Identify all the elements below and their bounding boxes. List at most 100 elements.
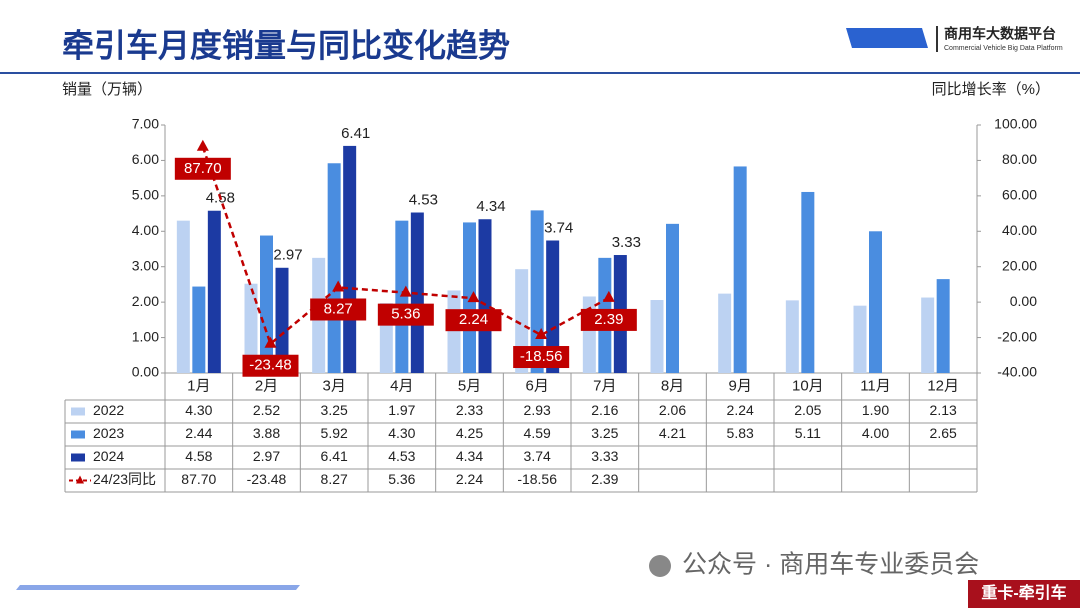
- legend-swatch: [76, 475, 84, 484]
- table-cell: 2.39: [591, 471, 618, 487]
- bar: [395, 220, 409, 373]
- footer-account: 公众号 · 商用车专业委员会: [682, 551, 979, 579]
- bar: [853, 305, 867, 373]
- bar: [921, 297, 935, 373]
- line-label-box: [174, 157, 231, 180]
- table-cell: 5.36: [388, 471, 415, 487]
- table-cell: 4.21: [659, 425, 686, 441]
- bar-value-label: 4.34: [476, 198, 505, 215]
- line-value-label: 2.24: [459, 311, 488, 328]
- line-marker: [332, 280, 345, 292]
- y2-tick-label: 60.00: [1002, 187, 1037, 203]
- bar: [343, 145, 357, 373]
- bar: [327, 163, 341, 373]
- table-cell: 4.34: [456, 448, 483, 464]
- legend-label: 2024: [93, 448, 124, 464]
- bar: [801, 191, 815, 373]
- table-cell: 2.13: [930, 402, 957, 418]
- y-tick-label: 5.00: [132, 187, 159, 203]
- table-cell: 2.24: [727, 402, 754, 418]
- y-tick-label: 0.00: [132, 364, 159, 380]
- table-cell: 4.30: [185, 402, 212, 418]
- table-cell: 4.30: [388, 425, 415, 441]
- x-tick-label: 6月: [525, 377, 548, 394]
- y2-tick-label: 0.00: [1010, 293, 1037, 309]
- y2-tick-label: 20.00: [1002, 257, 1037, 273]
- legend-swatch: [71, 453, 85, 462]
- legend-swatch: [71, 407, 85, 416]
- bar: [207, 210, 221, 373]
- table-cell: 2.97: [253, 448, 280, 464]
- bar-value-label: 3.33: [612, 234, 641, 251]
- logo-name: 商用车大数据平台: [944, 26, 1056, 42]
- bar-value-label: 2.97: [273, 247, 302, 264]
- table-cell: 3.33: [591, 448, 618, 464]
- bar-value-label: 6.41: [341, 125, 370, 142]
- bar: [936, 279, 950, 373]
- table-cell: 3.88: [253, 425, 280, 441]
- line-label-box: [513, 346, 570, 369]
- line-label-box: [242, 354, 299, 377]
- legend-label: 24/23同比: [93, 471, 156, 487]
- table-cell: 2.24: [456, 471, 483, 487]
- bar: [546, 240, 560, 373]
- bar: [244, 283, 258, 373]
- x-tick-label: 7月: [593, 377, 616, 394]
- line-value-label: 87.70: [184, 160, 222, 177]
- y-tick-label: 2.00: [132, 293, 159, 309]
- table-cell: -23.48: [247, 471, 287, 487]
- table-cell: 1.97: [388, 402, 415, 418]
- y2-tick-label: -20.00: [997, 328, 1037, 344]
- line-label-box: [445, 309, 502, 332]
- bar: [718, 293, 732, 373]
- table-cell: 2.65: [930, 425, 957, 441]
- y-tick-label: 6.00: [132, 151, 159, 167]
- line-marker: [467, 291, 480, 303]
- line-value-label: -18.56: [520, 348, 563, 365]
- table-cell: 4.00: [862, 425, 889, 441]
- table-cell: 2.05: [794, 402, 821, 418]
- line-label-box: [377, 303, 434, 326]
- table-cell: 2.06: [659, 402, 686, 418]
- table-cell: 3.25: [321, 402, 348, 418]
- table-cell: 1.90: [862, 402, 889, 418]
- x-tick-label: 3月: [322, 377, 345, 394]
- bar: [447, 290, 461, 373]
- line-label-box: [580, 308, 637, 331]
- bar: [176, 220, 190, 373]
- x-tick-label: 4月: [390, 377, 413, 394]
- table-cell: 2.52: [253, 402, 280, 418]
- table-cell: 5.11: [795, 425, 821, 441]
- y2-tick-label: -40.00: [997, 364, 1037, 380]
- bar: [275, 267, 289, 373]
- line-value-label: 2.39: [594, 311, 623, 328]
- table-cell: 4.53: [388, 448, 415, 464]
- legend-swatch: [71, 430, 85, 439]
- bar: [785, 300, 799, 373]
- table-cell: 2.44: [185, 425, 212, 441]
- logo-mark: [846, 28, 928, 48]
- bar-value-label: 3.74: [544, 219, 573, 236]
- x-tick-label: 8月: [661, 377, 684, 394]
- table-cell: 87.70: [181, 471, 216, 487]
- table-cell: 3.25: [591, 425, 618, 441]
- x-tick-label: 1月: [187, 377, 210, 394]
- logo-subtitle: Commercial Vehicle Big Data Platform: [944, 45, 1063, 52]
- x-tick-label: 11月: [860, 377, 891, 394]
- line-value-label: 8.27: [324, 300, 353, 317]
- line-value-label: 5.36: [391, 306, 420, 323]
- line-marker: [535, 328, 548, 340]
- logo-divider: [936, 26, 938, 52]
- x-tick-label: 10月: [792, 377, 824, 394]
- bar: [192, 286, 206, 373]
- line-marker: [196, 139, 209, 151]
- line-value-label: -23.48: [249, 357, 292, 374]
- table-cell: 4.58: [185, 448, 212, 464]
- table-cell: 5.92: [321, 425, 348, 441]
- y-axis-label: 销量（万辆）: [62, 81, 152, 98]
- y-tick-label: 7.00: [132, 116, 159, 132]
- table-cell: 3.74: [524, 448, 551, 464]
- bar: [260, 235, 273, 373]
